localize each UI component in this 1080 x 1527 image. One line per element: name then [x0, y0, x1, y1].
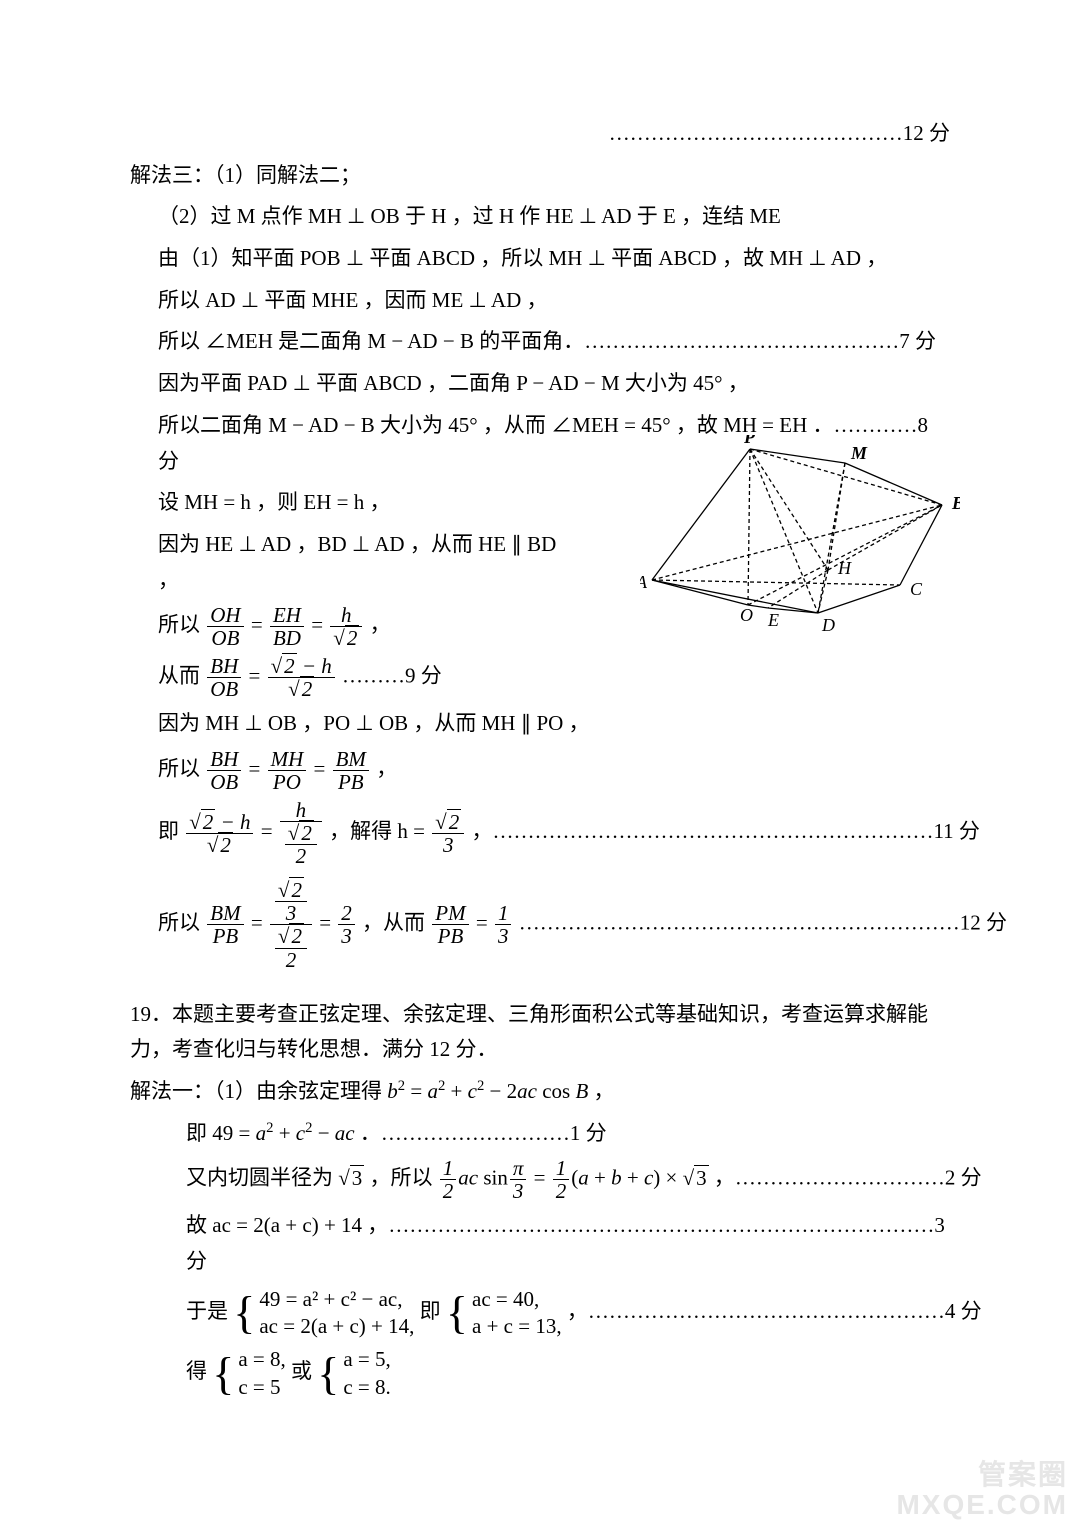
system-3: { a = 8, c = 5: [212, 1346, 286, 1401]
geometry-diagram: P M B A OE D C H: [640, 435, 960, 635]
svg-text:B: B: [951, 493, 960, 513]
m3-line-9-prefix: 所以: [158, 613, 205, 637]
frac-eh-bd: EHBD: [270, 604, 304, 649]
svg-text:P: P: [743, 435, 756, 447]
frac-2-3: 23: [338, 902, 355, 947]
frac-bh-ob-1: BHOB: [207, 655, 241, 700]
system-4: { a = 5, c = 8.: [317, 1346, 391, 1401]
m3-line-10: 从而 BHOB = 2 − h2 ………9 分: [158, 655, 950, 700]
m3-line-10-dots: ………9 分: [342, 664, 442, 688]
frac-bm-pb: BMPB: [333, 748, 369, 793]
m3-line-13-solve: ，解得 h =: [329, 819, 430, 843]
frac-root2mh-root2: 2 − h2: [268, 655, 335, 700]
q19-m1-l3: 又内切圆半径为 3 ，所以 12ac sinπ3 = 12(a + b + c)…: [186, 1157, 950, 1202]
method3-heading: 解法三：（1）同解法二；: [130, 158, 950, 194]
q19-m1-l6-a: 得: [186, 1359, 212, 1383]
m3-line-4-dots: ………………………………………7 分: [584, 329, 936, 353]
q19-intro: 19．本题主要考查正弦定理、余弦定理、三角形面积公式等基础知识，考查运算求解能力…: [130, 997, 950, 1068]
watermark-line-1: 管案圈: [896, 1460, 1068, 1489]
q19-m1-l2: 即 49 = a2 + c2 − ac ．………………………1 分: [186, 1116, 950, 1152]
m3-line-6-text: 所以二面角 M − AD − B 大小为 45° ，从而 ∠MEH = 45° …: [158, 413, 834, 437]
system-1: { 49 = a² + c² − ac, ac = 2(a + c) + 14,: [233, 1286, 414, 1341]
m3-line-12: 所以 BHOB = MHPO = BMPB ，: [158, 748, 950, 793]
system-4-row-2: c = 8.: [343, 1374, 390, 1401]
frac-l13-left: 2 − h 2: [186, 811, 253, 856]
m3-line-4-text: 所以 ∠MEH 是二面角 M − AD − B 的平面角．: [158, 329, 584, 353]
m3-line-4: 所以 ∠MEH 是二面角 M − AD − B 的平面角．………………………………: [158, 324, 950, 360]
q19-m1-l5-a: 于是: [186, 1299, 233, 1323]
watermark-line-2: MXQE.COM: [896, 1490, 1068, 1519]
system-2-row-1: ac = 40,: [472, 1286, 562, 1313]
m3-line-12-prefix: 所以: [158, 756, 205, 780]
m3-line-5: 因为平面 PAD ⊥ 平面 ABCD ，二面角 P − AD − M 大小为 4…: [158, 366, 950, 402]
m3-line-1: （2）过 M 点作 MH ⊥ OB 于 H ，过 H 作 HE ⊥ AD 于 E…: [158, 199, 950, 235]
frac-h-root2: h2: [330, 604, 362, 649]
m3-line-13: 即 2 − h 2 = h 22 ，解得 h = 23 ，………………………………: [158, 799, 950, 867]
q19-m1-l6-mid: 或: [291, 1359, 317, 1383]
m3-line-14-prefix: 所以: [158, 911, 205, 935]
frac-pm-pb: PMPB: [432, 902, 468, 947]
q19-m1-l3-dots: ，…………………………2 分: [714, 1166, 982, 1190]
svg-text:C: C: [910, 579, 923, 599]
system-3-row-1: a = 8,: [238, 1346, 285, 1373]
q19-m1-l5: 于是 { 49 = a² + c² − ac, ac = 2(a + c) + …: [186, 1286, 950, 1341]
system-3-row-2: c = 5: [238, 1374, 285, 1401]
score-line-12-top: ……………………………………12 分: [130, 116, 950, 152]
m3-line-13-prefix: 即: [158, 819, 184, 843]
m3-line-3: 所以 AD ⊥ 平面 MHE ，因而 ME ⊥ AD ，: [158, 283, 950, 319]
system-1-row-2: ac = 2(a + c) + 14,: [259, 1313, 414, 1340]
system-2: { ac = 40, a + c = 13,: [446, 1286, 562, 1341]
q19-m1-l5-dots: ，……………………………………………4 分: [567, 1299, 982, 1323]
m3-line-14: 所以 BMPB = 23 22 = 23 ，从而 PMPB = 13 ………………: [158, 879, 950, 970]
q19-m1-l5-mid: 即: [420, 1299, 446, 1323]
svg-text:H: H: [837, 558, 852, 578]
svg-text:A: A: [640, 572, 648, 592]
svg-text:M: M: [850, 443, 868, 463]
watermark: 管案圈 MXQE.COM: [896, 1460, 1068, 1519]
m3-line-2: 由（1）知平面 POB ⊥ 平面 ABCD ，所以 MH ⊥ 平面 ABCD ，…: [158, 241, 950, 277]
m3-line-14-mid: ，从而: [362, 911, 430, 935]
q19-m1-l1: 解法一：（1）由余弦定理得 b2 = a2 + c2 − 2ac cos B ，: [130, 1074, 950, 1110]
svg-text:E: E: [767, 610, 779, 630]
frac-l13-right: h 22: [280, 799, 322, 867]
q19-m1-l4: 故 ac = 2(a + c) + 14 ，…………………………………………………: [186, 1208, 950, 1279]
m3-line-13-dots: ，………………………………………………………11 分: [471, 819, 979, 843]
m3-line-10-prefix: 从而: [158, 664, 205, 688]
q19-m1-l6: 得 { a = 8, c = 5 或 { a = 5, c = 8.: [186, 1346, 950, 1401]
frac-half-1: 12: [440, 1157, 457, 1202]
q19-m1-l2-dots: ………………………1 分: [381, 1121, 607, 1145]
svg-text:O: O: [740, 605, 753, 625]
page-root: ……………………………………12 分 解法三：（1）同解法二； （2）过 M 点…: [0, 0, 1080, 1527]
frac-pi-3: π3: [510, 1157, 527, 1202]
m3-line-14-dots: ………………………………………………………12 分: [519, 911, 1007, 935]
frac-bh-ob-2: BHOB: [207, 748, 241, 793]
frac-half-2: 12: [553, 1157, 570, 1202]
m3-line-11: 因为 MH ⊥ OB ，PO ⊥ OB ，从而 MH ∥ PO ，: [158, 706, 950, 742]
frac-oh-ob: OHOB: [207, 604, 243, 649]
frac-mh-po: MHPO: [268, 748, 307, 793]
svg-text:D: D: [821, 615, 835, 635]
frac-bm-pb-2: BMPB: [207, 902, 243, 947]
frac-1-3: 13: [495, 902, 512, 947]
system-2-row-2: a + c = 13,: [472, 1313, 562, 1340]
frac-complex-1: 23 22: [270, 879, 312, 970]
frac-hval: 23: [432, 811, 464, 856]
system-1-row-1: 49 = a² + c² − ac,: [259, 1286, 414, 1313]
system-4-row-1: a = 5,: [343, 1346, 390, 1373]
q19-m1-l4-text: 故 ac = 2(a + c) + 14 ，: [186, 1213, 388, 1237]
m3-line-8: 因为 HE ⊥ AD ，BD ⊥ AD ，从而 HE ∥ BD ，: [158, 527, 578, 598]
